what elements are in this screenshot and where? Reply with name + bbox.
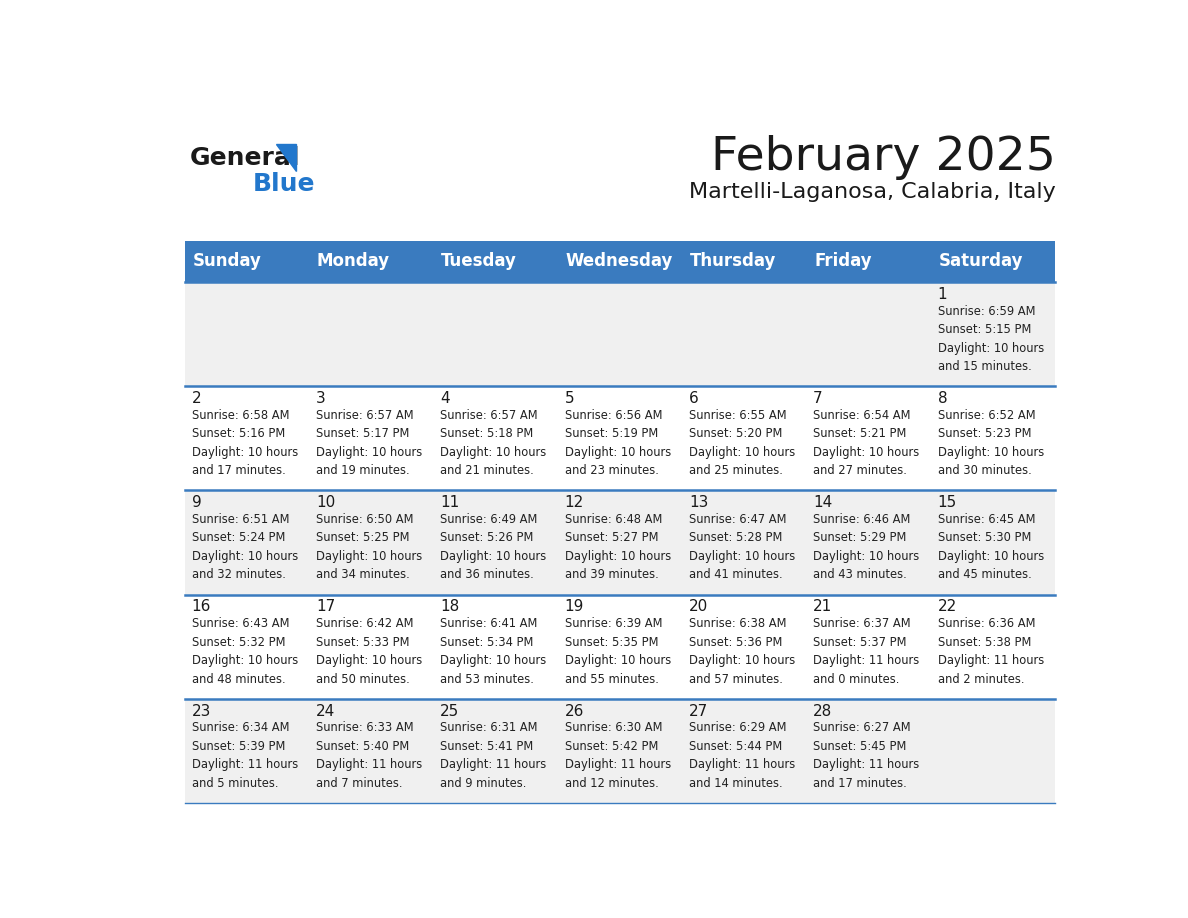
- Text: Sunrise: 6:58 AM
Sunset: 5:16 PM
Daylight: 10 hours
and 17 minutes.: Sunrise: 6:58 AM Sunset: 5:16 PM Dayligh…: [191, 409, 298, 477]
- Text: 12: 12: [564, 495, 584, 510]
- Text: Sunrise: 6:51 AM
Sunset: 5:24 PM
Daylight: 10 hours
and 32 minutes.: Sunrise: 6:51 AM Sunset: 5:24 PM Dayligh…: [191, 513, 298, 581]
- Text: Martelli-Laganosa, Calabria, Italy: Martelli-Laganosa, Calabria, Italy: [689, 183, 1055, 202]
- Text: Sunrise: 6:37 AM
Sunset: 5:37 PM
Daylight: 11 hours
and 0 minutes.: Sunrise: 6:37 AM Sunset: 5:37 PM Dayligh…: [814, 617, 920, 686]
- Text: 20: 20: [689, 599, 708, 614]
- Bar: [185, 699, 1055, 803]
- Text: Wednesday: Wednesday: [565, 252, 672, 271]
- Text: 26: 26: [564, 703, 584, 719]
- Text: Sunrise: 6:56 AM
Sunset: 5:19 PM
Daylight: 10 hours
and 23 minutes.: Sunrise: 6:56 AM Sunset: 5:19 PM Dayligh…: [564, 409, 671, 477]
- Text: Sunrise: 6:45 AM
Sunset: 5:30 PM
Daylight: 10 hours
and 45 minutes.: Sunrise: 6:45 AM Sunset: 5:30 PM Dayligh…: [937, 513, 1044, 581]
- Text: Sunrise: 6:49 AM
Sunset: 5:26 PM
Daylight: 10 hours
and 36 minutes.: Sunrise: 6:49 AM Sunset: 5:26 PM Dayligh…: [441, 513, 546, 581]
- Text: 10: 10: [316, 495, 335, 510]
- Text: Sunrise: 6:41 AM
Sunset: 5:34 PM
Daylight: 10 hours
and 53 minutes.: Sunrise: 6:41 AM Sunset: 5:34 PM Dayligh…: [441, 617, 546, 686]
- Text: Sunrise: 6:31 AM
Sunset: 5:41 PM
Daylight: 11 hours
and 9 minutes.: Sunrise: 6:31 AM Sunset: 5:41 PM Dayligh…: [441, 722, 546, 789]
- Text: Sunrise: 6:57 AM
Sunset: 5:17 PM
Daylight: 10 hours
and 19 minutes.: Sunrise: 6:57 AM Sunset: 5:17 PM Dayligh…: [316, 409, 422, 477]
- Text: Sunrise: 6:43 AM
Sunset: 5:32 PM
Daylight: 10 hours
and 48 minutes.: Sunrise: 6:43 AM Sunset: 5:32 PM Dayligh…: [191, 617, 298, 686]
- Text: 1: 1: [937, 286, 947, 302]
- Text: Sunrise: 6:57 AM
Sunset: 5:18 PM
Daylight: 10 hours
and 21 minutes.: Sunrise: 6:57 AM Sunset: 5:18 PM Dayligh…: [441, 409, 546, 477]
- Text: 27: 27: [689, 703, 708, 719]
- Text: 7: 7: [814, 391, 823, 406]
- Text: 3: 3: [316, 391, 326, 406]
- Text: Blue: Blue: [253, 173, 315, 196]
- Text: 13: 13: [689, 495, 708, 510]
- Text: 9: 9: [191, 495, 202, 510]
- Text: 28: 28: [814, 703, 833, 719]
- Text: Sunrise: 6:48 AM
Sunset: 5:27 PM
Daylight: 10 hours
and 39 minutes.: Sunrise: 6:48 AM Sunset: 5:27 PM Dayligh…: [564, 513, 671, 581]
- Text: Sunrise: 6:55 AM
Sunset: 5:20 PM
Daylight: 10 hours
and 25 minutes.: Sunrise: 6:55 AM Sunset: 5:20 PM Dayligh…: [689, 409, 795, 477]
- Text: Thursday: Thursday: [690, 252, 776, 271]
- Text: General: General: [190, 145, 301, 170]
- Bar: [185, 386, 1055, 490]
- Text: 24: 24: [316, 703, 335, 719]
- Text: Sunrise: 6:50 AM
Sunset: 5:25 PM
Daylight: 10 hours
and 34 minutes.: Sunrise: 6:50 AM Sunset: 5:25 PM Dayligh…: [316, 513, 422, 581]
- Text: 2: 2: [191, 391, 202, 406]
- Text: 18: 18: [441, 599, 460, 614]
- Polygon shape: [276, 144, 296, 171]
- Text: 15: 15: [937, 495, 956, 510]
- Bar: [185, 282, 1055, 386]
- Text: Sunrise: 6:27 AM
Sunset: 5:45 PM
Daylight: 11 hours
and 17 minutes.: Sunrise: 6:27 AM Sunset: 5:45 PM Dayligh…: [814, 722, 920, 789]
- Text: Saturday: Saturday: [939, 252, 1023, 271]
- Text: Sunrise: 6:39 AM
Sunset: 5:35 PM
Daylight: 10 hours
and 55 minutes.: Sunrise: 6:39 AM Sunset: 5:35 PM Dayligh…: [564, 617, 671, 686]
- Text: Monday: Monday: [317, 252, 390, 271]
- Text: 6: 6: [689, 391, 699, 406]
- Text: Sunrise: 6:54 AM
Sunset: 5:21 PM
Daylight: 10 hours
and 27 minutes.: Sunrise: 6:54 AM Sunset: 5:21 PM Dayligh…: [814, 409, 920, 477]
- Text: 16: 16: [191, 599, 211, 614]
- Text: 17: 17: [316, 599, 335, 614]
- Bar: [185, 595, 1055, 699]
- Text: Sunrise: 6:47 AM
Sunset: 5:28 PM
Daylight: 10 hours
and 41 minutes.: Sunrise: 6:47 AM Sunset: 5:28 PM Dayligh…: [689, 513, 795, 581]
- Text: 23: 23: [191, 703, 211, 719]
- Text: 25: 25: [441, 703, 460, 719]
- Text: Sunrise: 6:36 AM
Sunset: 5:38 PM
Daylight: 11 hours
and 2 minutes.: Sunrise: 6:36 AM Sunset: 5:38 PM Dayligh…: [937, 617, 1044, 686]
- Text: 22: 22: [937, 599, 956, 614]
- Text: 5: 5: [564, 391, 574, 406]
- Text: 19: 19: [564, 599, 584, 614]
- Text: Tuesday: Tuesday: [441, 252, 517, 271]
- Text: Sunday: Sunday: [192, 252, 261, 271]
- Text: 8: 8: [937, 391, 947, 406]
- Bar: [185, 490, 1055, 595]
- Text: Sunrise: 6:29 AM
Sunset: 5:44 PM
Daylight: 11 hours
and 14 minutes.: Sunrise: 6:29 AM Sunset: 5:44 PM Dayligh…: [689, 722, 795, 789]
- Text: 4: 4: [441, 391, 450, 406]
- Text: Sunrise: 6:59 AM
Sunset: 5:15 PM
Daylight: 10 hours
and 15 minutes.: Sunrise: 6:59 AM Sunset: 5:15 PM Dayligh…: [937, 305, 1044, 373]
- Text: 14: 14: [814, 495, 833, 510]
- Text: February 2025: February 2025: [710, 135, 1055, 180]
- Text: Friday: Friday: [814, 252, 872, 271]
- Text: Sunrise: 6:52 AM
Sunset: 5:23 PM
Daylight: 10 hours
and 30 minutes.: Sunrise: 6:52 AM Sunset: 5:23 PM Dayligh…: [937, 409, 1044, 477]
- Text: Sunrise: 6:30 AM
Sunset: 5:42 PM
Daylight: 11 hours
and 12 minutes.: Sunrise: 6:30 AM Sunset: 5:42 PM Dayligh…: [564, 722, 671, 789]
- Text: Sunrise: 6:46 AM
Sunset: 5:29 PM
Daylight: 10 hours
and 43 minutes.: Sunrise: 6:46 AM Sunset: 5:29 PM Dayligh…: [814, 513, 920, 581]
- Text: 11: 11: [441, 495, 460, 510]
- Text: Sunrise: 6:38 AM
Sunset: 5:36 PM
Daylight: 10 hours
and 57 minutes.: Sunrise: 6:38 AM Sunset: 5:36 PM Dayligh…: [689, 617, 795, 686]
- Text: Sunrise: 6:42 AM
Sunset: 5:33 PM
Daylight: 10 hours
and 50 minutes.: Sunrise: 6:42 AM Sunset: 5:33 PM Dayligh…: [316, 617, 422, 686]
- Text: Sunrise: 6:34 AM
Sunset: 5:39 PM
Daylight: 11 hours
and 5 minutes.: Sunrise: 6:34 AM Sunset: 5:39 PM Dayligh…: [191, 722, 298, 789]
- Text: 21: 21: [814, 599, 833, 614]
- Bar: [185, 241, 1055, 282]
- Text: Sunrise: 6:33 AM
Sunset: 5:40 PM
Daylight: 11 hours
and 7 minutes.: Sunrise: 6:33 AM Sunset: 5:40 PM Dayligh…: [316, 722, 422, 789]
